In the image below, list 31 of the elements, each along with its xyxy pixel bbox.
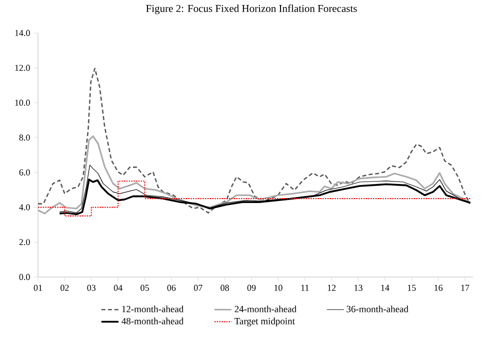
chart-title: Figure 2: Focus Fixed Horizon Inflation Forecasts <box>146 4 357 14</box>
x-tick-label: 14 <box>381 284 390 291</box>
x-tick-label: 09 <box>247 284 256 291</box>
y-tick-label: 10.0 <box>15 100 30 106</box>
x-tick-label: 11 <box>301 284 309 291</box>
legend-label: Target midpoint <box>234 318 295 326</box>
x-tick-label: 15 <box>408 284 416 291</box>
x-tick-label: 12 <box>328 284 336 291</box>
y-tick-label: 14.0 <box>15 30 30 36</box>
x-tick-label: 04 <box>114 284 122 291</box>
y-tick-label: 12.0 <box>15 64 30 71</box>
y-tick-label: 8.0 <box>19 134 30 141</box>
x-tick-label: 01 <box>34 284 42 291</box>
y-tick-label: 2.0 <box>19 239 30 246</box>
x-tick-label: 13 <box>354 284 362 291</box>
x-tick-label: 17 <box>461 284 470 291</box>
x-tick-label: 06 <box>167 284 176 291</box>
legend-label: 36-month-ahead <box>346 306 408 312</box>
legend-label: 24-month-ahead <box>234 306 296 312</box>
x-tick-label: 08 <box>220 284 229 291</box>
x-tick-label: 10 <box>274 284 282 291</box>
legend-label: 12-month-ahead <box>122 306 184 312</box>
y-tick-label: 4.0 <box>19 204 30 210</box>
x-tick-label: 16 <box>434 284 443 291</box>
y-tick-label: 0.0 <box>19 274 30 280</box>
x-tick-label: 02 <box>60 284 69 291</box>
x-tick-label: 07 <box>194 284 202 291</box>
y-tick-label: 6.0 <box>19 169 30 176</box>
legend-label: 48-month-ahead <box>122 318 184 324</box>
x-tick-label: 05 <box>140 284 149 291</box>
x-tick-label: 03 <box>87 284 96 291</box>
